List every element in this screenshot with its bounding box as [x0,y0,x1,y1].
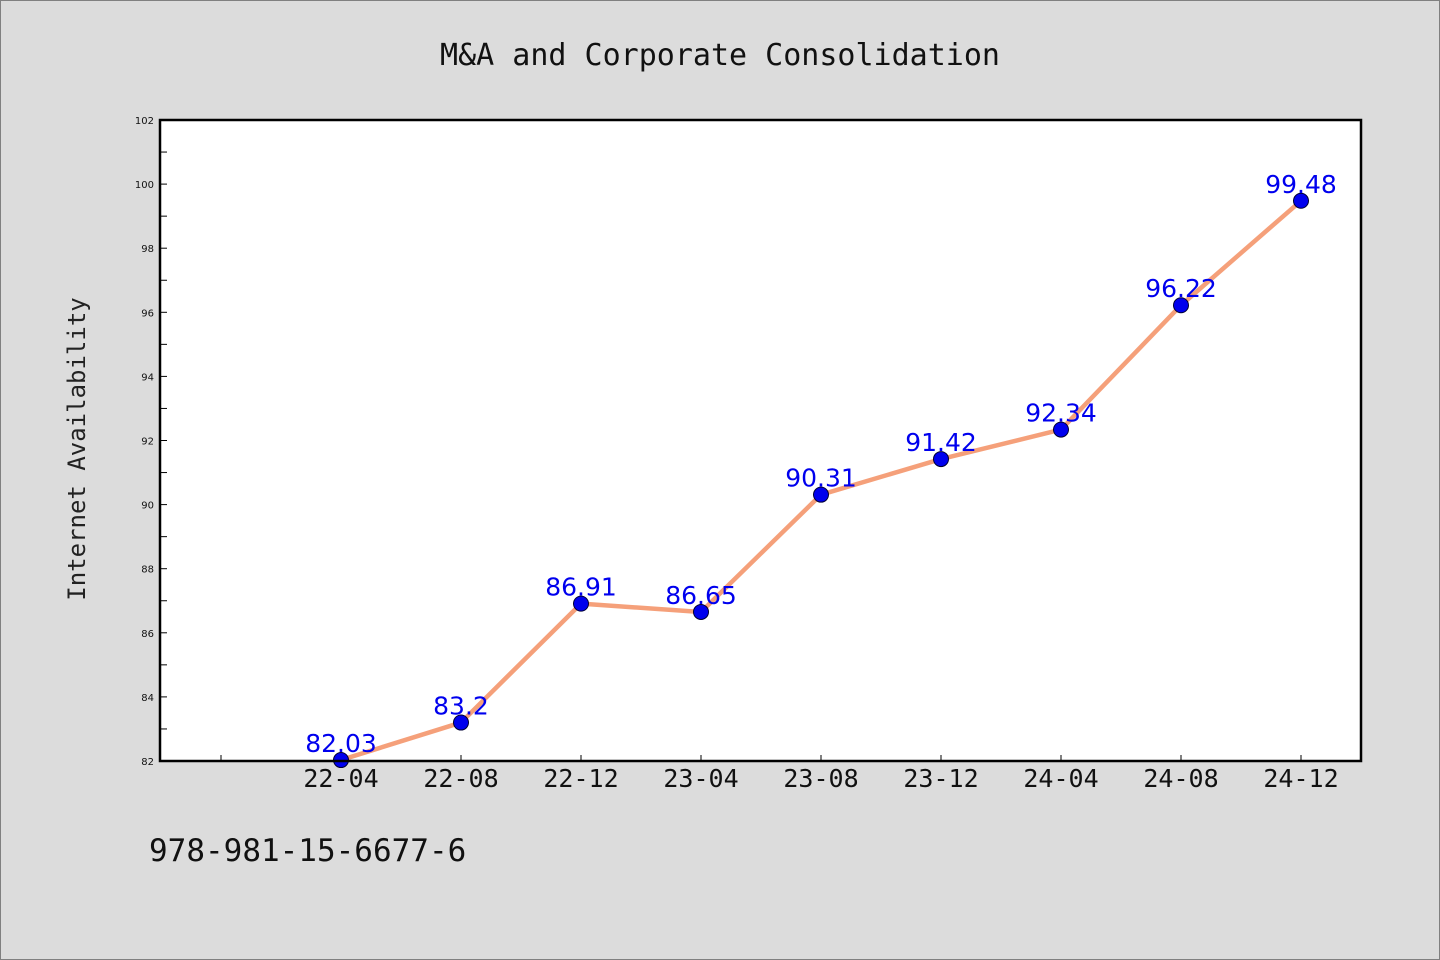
y-tick-label: 82 [141,757,154,768]
data-point [1293,192,1309,209]
data-label: 91.42 [905,428,977,457]
series-layer: 82.03 83.2 86.91 86.65 90.31 91.42 92.34 96.22 9… [305,170,1337,769]
y-tick-label: 84 [141,693,154,704]
data-point [573,595,589,612]
data-label: 86.91 [545,573,617,602]
plot-area [160,120,1361,761]
x-tick-label: 23-08 [783,764,858,793]
data-label: 90.31 [785,464,857,493]
y-axis: 82 84 86 88 90 92 94 96 98 100 102 [135,116,167,768]
x-tick-label: 23-04 [663,764,738,793]
y-tick-label: 88 [141,565,154,576]
y-tick-label: 96 [141,308,154,319]
data-point [1173,297,1189,314]
data-point [813,486,829,503]
data-point [453,714,469,731]
y-tick-label: 86 [141,629,154,640]
data-label: 83.2 [433,692,489,721]
y-tick-label: 100 [135,180,154,191]
data-label: 82.03 [305,729,377,758]
y-tick-label: 98 [141,244,154,255]
data-point [693,603,709,620]
chart-title: M&A and Corporate Consolidation [440,38,1000,73]
x-tick-label: 23-12 [903,764,978,793]
y-tick-label: 90 [141,501,154,512]
x-tick-label: 24-08 [1143,764,1218,793]
x-tick-label: 22-12 [543,764,618,793]
plot-frame [158,118,1363,763]
y-tick-label: 94 [141,372,154,383]
data-label: 86.65 [665,581,737,610]
x-axis: 22-04 22-08 22-12 23-04 23-08 23-12 24-04 24-08… [220,755,1339,793]
x-tick-label: 22-04 [303,764,378,793]
data-label: 96.22 [1145,274,1217,303]
x-tick-label: 24-04 [1023,764,1098,793]
data-label: 92.34 [1025,399,1097,428]
x-tick-label: 22-08 [423,764,498,793]
x-tick-label: 24-12 [1263,764,1338,793]
data-label: 99.48 [1265,170,1337,199]
y-axis-label: Internet Availability [63,297,91,600]
y-tick-label: 92 [141,437,154,448]
data-point [933,451,949,468]
y-tick-label: 102 [135,116,154,127]
data-point [1053,421,1069,438]
footer-code: 978-981-15-6677-6 [149,833,467,869]
